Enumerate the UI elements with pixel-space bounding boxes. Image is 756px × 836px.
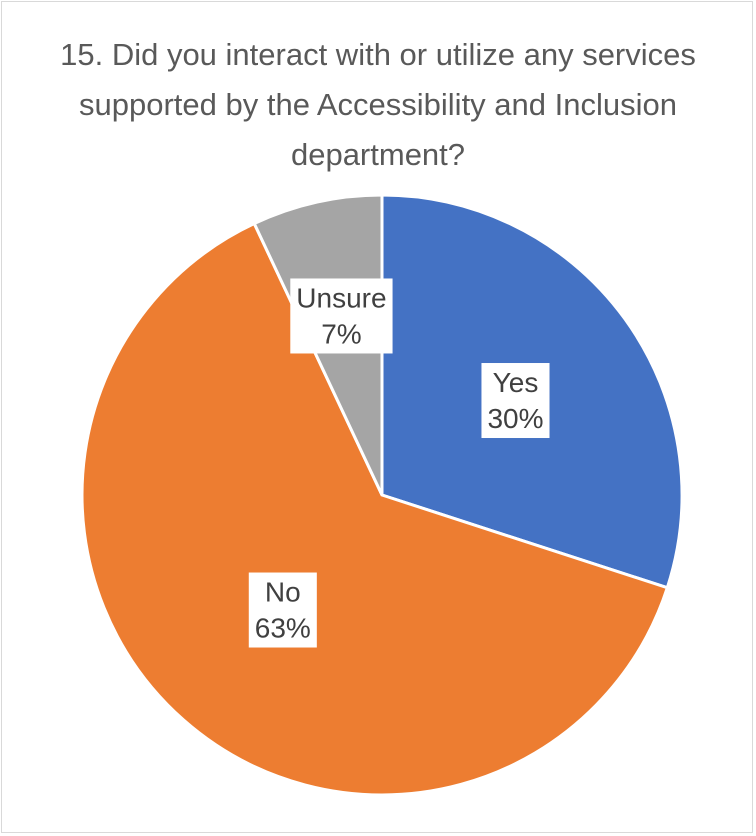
data-label-box [290, 278, 393, 354]
data-label-box [248, 572, 317, 648]
chart-title: 15. Did you interact with or utilize any… [60, 37, 696, 172]
data-label-value: 30% [487, 403, 543, 434]
pie-slice-no [80, 221, 670, 797]
data-label-unsure: Unsure 7% [290, 278, 393, 354]
pie-labels: Yes 30% No 63% Unsure 7% [248, 278, 550, 648]
data-label-category: Unsure [296, 282, 386, 313]
data-label-category: Yes [493, 367, 539, 398]
data-label-value: 7% [321, 318, 361, 349]
data-label-value: 63% [255, 613, 311, 644]
data-label-yes: Yes 30% [481, 363, 550, 439]
data-label-box [481, 363, 550, 439]
data-label-no: No 63% [248, 572, 317, 648]
data-label-category: No [265, 577, 301, 608]
